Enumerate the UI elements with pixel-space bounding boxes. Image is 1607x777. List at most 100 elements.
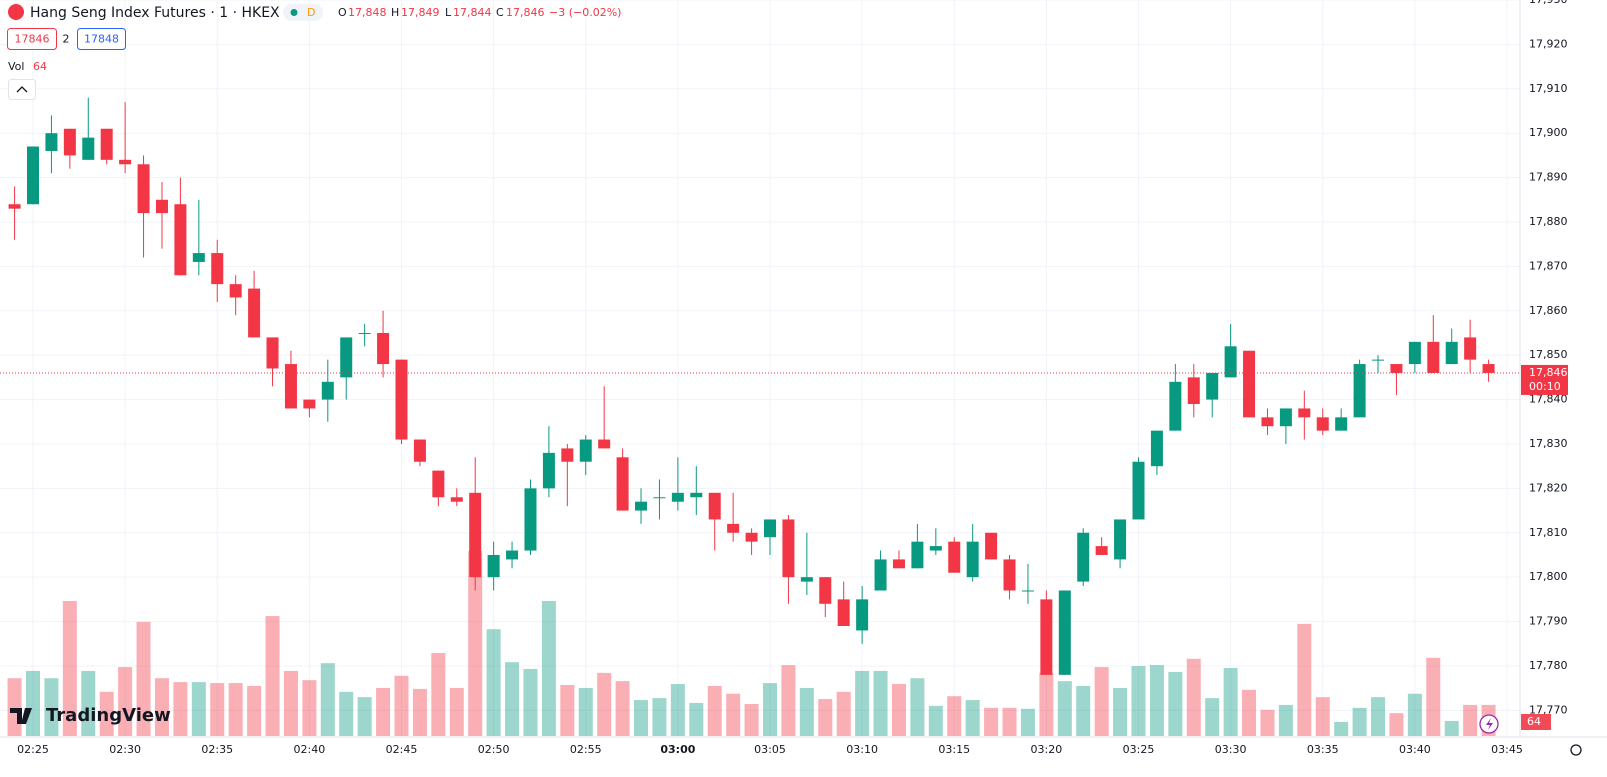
x-tick-label: 03:45 [1491, 743, 1523, 756]
volume-bar [781, 665, 796, 736]
buy-price[interactable]: 17848 [84, 33, 119, 46]
volume-bar [615, 681, 630, 736]
volume-bar [1371, 697, 1386, 736]
collapse-button[interactable] [8, 79, 36, 100]
x-tick-label: 03:15 [938, 743, 970, 756]
volume-bar [873, 670, 888, 736]
ohlc-key: L [445, 6, 452, 19]
candle-body [1261, 417, 1274, 427]
collapse-icon [16, 86, 28, 93]
candle-body [1390, 364, 1403, 373]
candle-body [82, 137, 95, 160]
y-tick-label: 17,790 [1529, 615, 1568, 628]
volume-bar [1131, 666, 1146, 736]
y-tick-label: 17,910 [1529, 82, 1568, 95]
candle-body [119, 159, 132, 165]
volume-bar [560, 685, 575, 736]
candle-body [653, 497, 666, 499]
volume-bar [1113, 687, 1128, 736]
candle-body [1445, 341, 1458, 365]
volume-bar [1020, 708, 1035, 736]
volume-bar [578, 687, 593, 736]
volume-bar [928, 705, 943, 736]
candle-body [819, 577, 832, 604]
volume-bar [1278, 704, 1293, 736]
countdown-label: 00:10 [1529, 380, 1561, 393]
candle-body [8, 204, 21, 209]
candle-body [432, 470, 445, 498]
volume-bar [210, 683, 225, 736]
candle-body [1021, 590, 1034, 592]
alert-icon [1486, 718, 1493, 730]
candle-body [579, 439, 592, 462]
ohlc-value: 17,846 [506, 6, 545, 19]
volume-bar [62, 601, 77, 736]
y-tick-label: 17,800 [1529, 570, 1568, 583]
symbol-logo[interactable] [8, 4, 24, 20]
y-tick-label: 17,900 [1529, 126, 1568, 139]
settings-button[interactable] [1570, 744, 1582, 756]
ohlc-key: C [496, 6, 504, 19]
candle-body [1077, 532, 1090, 582]
volume-bar [1076, 685, 1091, 736]
candle-body [800, 577, 813, 582]
x-tick-label: 03:40 [1399, 743, 1431, 756]
volume-bar [449, 687, 464, 736]
y-tick-label: 17,920 [1529, 37, 1568, 50]
volume-bar [1426, 657, 1441, 736]
volume-bar [1463, 704, 1478, 736]
volume-bar [1407, 693, 1422, 736]
volume-bar [1039, 672, 1054, 736]
candle-body [1040, 599, 1053, 675]
candle-body [284, 364, 297, 409]
candle-body [450, 497, 463, 502]
volume-bar [726, 693, 741, 736]
volume-bar [265, 616, 280, 736]
status-badge[interactable] [283, 4, 323, 21]
volume-bar [652, 698, 667, 736]
ohlc-value: 17,849 [401, 6, 440, 19]
ohlc-value: 17,848 [348, 6, 387, 19]
candle-body [1298, 408, 1311, 418]
buy-button[interactable] [77, 28, 126, 50]
candle-body [524, 488, 537, 551]
candle-body [1353, 364, 1366, 418]
logo-icon [10, 708, 32, 724]
y-tick-label: 17,930 [1529, 0, 1568, 6]
candle-body [45, 133, 58, 151]
volume-bar [707, 685, 722, 736]
candle-body [856, 599, 869, 631]
volume-bar [984, 707, 999, 736]
x-tick-label: 02:30 [109, 743, 141, 756]
volume-bar [799, 687, 814, 736]
candle-body [248, 288, 261, 338]
candle-body [911, 541, 924, 569]
volume-bar [173, 682, 188, 736]
volume-bar [320, 663, 335, 736]
volume-bar [818, 699, 833, 736]
x-tick-label: 02:40 [294, 743, 326, 756]
volume-bar [1149, 665, 1164, 736]
volume-bar [1389, 713, 1404, 736]
sell-button[interactable] [7, 28, 57, 50]
status-dot [290, 9, 298, 16]
volume-bar [136, 621, 151, 736]
candle-body [727, 523, 740, 533]
candle-body [340, 337, 353, 378]
volume-bar [670, 684, 685, 736]
chart-title[interactable]: Hang Seng Index Futures · 1 · HKEX [30, 5, 280, 21]
y-tick-label: 17,830 [1529, 437, 1568, 450]
candle-body [1427, 341, 1440, 373]
volume-bar [836, 691, 851, 736]
x-tick-label: 03:35 [1307, 743, 1339, 756]
volume-bar [394, 675, 409, 736]
axes: 17,930 17,920 17,910 17,900 17,890 17,880 17,8… [17, 0, 1568, 756]
sell-price[interactable]: 17846 [15, 33, 50, 46]
candle-body [229, 284, 242, 298]
x-tick-label: 02:55 [570, 743, 602, 756]
candle-body [506, 550, 519, 560]
x-tick-label: 02:25 [17, 743, 49, 756]
volume-bar [339, 691, 354, 736]
last-price-tag [1521, 364, 1568, 395]
